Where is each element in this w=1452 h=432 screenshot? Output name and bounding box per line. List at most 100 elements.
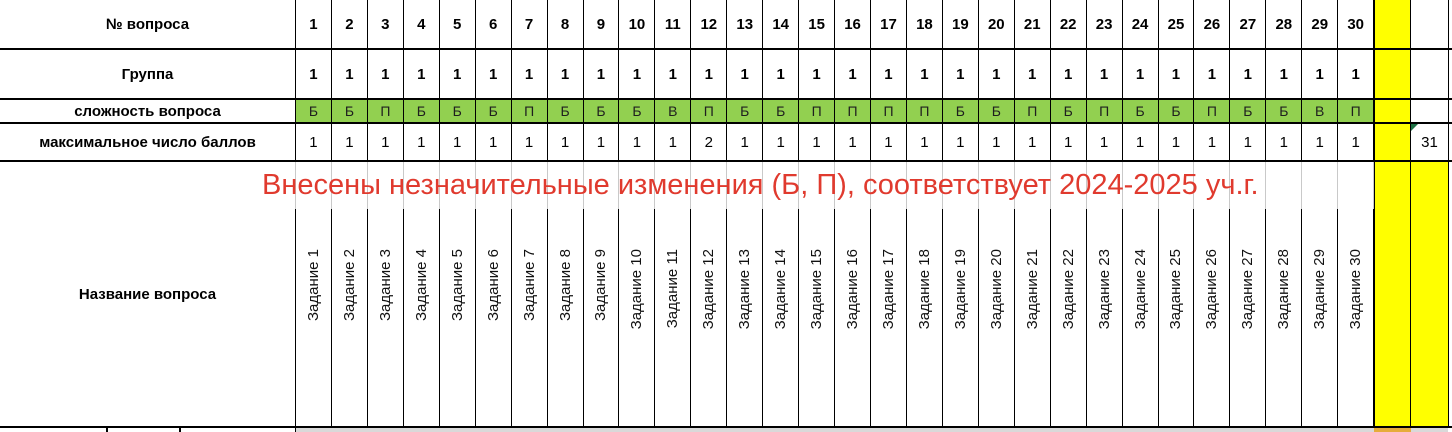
max-points-cell[interactable]: 1 xyxy=(835,124,871,160)
question-name-cell[interactable]: Задание 25 xyxy=(1159,209,1195,426)
difficulty-cell[interactable]: П xyxy=(906,100,943,122)
max-points-cell[interactable]: 1 xyxy=(1123,124,1159,160)
max-points-cell[interactable]: 2 xyxy=(691,124,728,160)
difficulty-cell[interactable]: Б xyxy=(475,100,512,122)
empty-grid-cell[interactable] xyxy=(763,162,800,209)
yellow-highlight-cell[interactable] xyxy=(1374,209,1411,426)
empty-grid-cell[interactable] xyxy=(1266,162,1303,209)
total-column-cell[interactable] xyxy=(1411,50,1449,98)
question-number-cell[interactable]: 25 xyxy=(1159,0,1195,48)
group-cell[interactable]: 1 xyxy=(799,50,836,98)
question-name-cell[interactable]: Задание 18 xyxy=(907,209,943,426)
group-cell[interactable]: 1 xyxy=(1159,50,1195,98)
group-cell[interactable]: 1 xyxy=(548,50,584,98)
question-name-cell[interactable]: Задание 11 xyxy=(655,209,692,426)
question-number-cell[interactable]: 29 xyxy=(1302,0,1339,48)
empty-grid-cell[interactable] xyxy=(979,162,1015,209)
max-points-cell[interactable]: 1 xyxy=(548,124,584,160)
question-number-cell[interactable]: 18 xyxy=(907,0,943,48)
max-points-cell[interactable]: 1 xyxy=(763,124,800,160)
question-name-cell[interactable]: Задание 13 xyxy=(727,209,764,426)
max-points-cell[interactable]: 1 xyxy=(404,124,440,160)
group-cell[interactable]: 1 xyxy=(476,50,512,98)
difficulty-cell[interactable]: П xyxy=(1014,100,1051,122)
difficulty-cell[interactable]: П xyxy=(691,100,728,122)
difficulty-row-label[interactable]: сложность вопроса xyxy=(0,100,296,122)
max-points-cell[interactable]: 1 xyxy=(1230,124,1267,160)
empty-grid-cell[interactable] xyxy=(404,162,440,209)
max-points-cell[interactable]: 1 xyxy=(943,124,979,160)
question-name-cell[interactable]: Задание 8 xyxy=(548,209,584,426)
max-points-cell[interactable]: 1 xyxy=(332,124,368,160)
question-number-cell[interactable]: 14 xyxy=(763,0,800,48)
question-number-row-label[interactable]: № вопроса xyxy=(0,0,296,48)
question-name-cell[interactable]: Задание 21 xyxy=(1015,209,1051,426)
note-row-label-cell[interactable] xyxy=(0,162,296,209)
group-cell[interactable]: 1 xyxy=(368,50,404,98)
yellow-highlight-cell[interactable] xyxy=(1374,162,1411,209)
max-points-cell[interactable]: 1 xyxy=(655,124,692,160)
max-points-cell[interactable]: 1 xyxy=(1302,124,1339,160)
empty-grid-cell[interactable] xyxy=(1123,162,1159,209)
question-number-cell[interactable]: 20 xyxy=(979,0,1015,48)
group-cell[interactable]: 1 xyxy=(655,50,692,98)
question-name-cell[interactable]: Задание 28 xyxy=(1266,209,1303,426)
empty-grid-cell[interactable] xyxy=(584,162,620,209)
yellow-highlight-cell[interactable] xyxy=(1374,124,1411,160)
question-number-cell[interactable]: 4 xyxy=(404,0,440,48)
group-cell[interactable]: 1 xyxy=(691,50,728,98)
question-name-row-label[interactable]: Название вопроса xyxy=(0,209,296,426)
question-number-cell[interactable]: 16 xyxy=(835,0,871,48)
question-number-cell[interactable]: 7 xyxy=(512,0,548,48)
empty-grid-cell[interactable] xyxy=(1338,162,1375,209)
question-name-cell[interactable]: Задание 27 xyxy=(1230,209,1267,426)
question-name-cell[interactable]: Задание 3 xyxy=(368,209,404,426)
question-number-cell[interactable]: 6 xyxy=(476,0,512,48)
empty-grid-cell[interactable] xyxy=(835,162,871,209)
max-points-cell[interactable]: 1 xyxy=(619,124,656,160)
empty-grid-cell[interactable] xyxy=(296,162,332,209)
difficulty-cell[interactable]: Б xyxy=(1230,100,1267,122)
empty-grid-cell[interactable] xyxy=(799,162,836,209)
max-points-cell[interactable]: 1 xyxy=(727,124,764,160)
group-cell[interactable]: 1 xyxy=(1230,50,1267,98)
group-cell[interactable]: 1 xyxy=(979,50,1015,98)
group-cell[interactable]: 1 xyxy=(1087,50,1123,98)
total-points-cell[interactable]: 31 xyxy=(1411,124,1449,160)
max-points-cell[interactable]: 1 xyxy=(799,124,836,160)
group-cell[interactable]: 1 xyxy=(1194,50,1231,98)
max-points-cell[interactable]: 1 xyxy=(476,124,512,160)
question-name-cell[interactable]: Задание 30 xyxy=(1338,209,1375,426)
empty-grid-cell[interactable] xyxy=(332,162,368,209)
question-name-cell[interactable]: Задание 26 xyxy=(1194,209,1231,426)
group-cell[interactable]: 1 xyxy=(1015,50,1051,98)
difficulty-cell[interactable]: В xyxy=(1302,100,1339,122)
question-number-cell[interactable]: 21 xyxy=(1015,0,1051,48)
max-points-cell[interactable]: 1 xyxy=(368,124,404,160)
question-name-cell[interactable]: Задание 22 xyxy=(1051,209,1087,426)
question-number-cell[interactable]: 9 xyxy=(584,0,620,48)
question-number-cell[interactable]: 13 xyxy=(727,0,764,48)
empty-grid-cell[interactable] xyxy=(619,162,656,209)
total-column-cell[interactable] xyxy=(1411,0,1449,48)
group-cell[interactable]: 1 xyxy=(835,50,871,98)
question-name-cell[interactable]: Задание 20 xyxy=(979,209,1015,426)
group-cell[interactable]: 1 xyxy=(871,50,907,98)
empty-grid-cell[interactable] xyxy=(548,162,584,209)
question-number-cell[interactable]: 26 xyxy=(1194,0,1231,48)
difficulty-cell[interactable]: П xyxy=(1194,100,1231,122)
difficulty-cell[interactable]: Б xyxy=(1158,100,1195,122)
total-column-cell[interactable] xyxy=(1411,100,1449,122)
max-points-cell[interactable]: 1 xyxy=(1087,124,1123,160)
question-name-cell[interactable]: Задание 4 xyxy=(404,209,440,426)
max-points-cell[interactable]: 1 xyxy=(512,124,548,160)
group-cell[interactable]: 1 xyxy=(1123,50,1159,98)
group-cell[interactable]: 1 xyxy=(943,50,979,98)
empty-grid-cell[interactable] xyxy=(871,162,907,209)
difficulty-cell[interactable]: П xyxy=(1086,100,1123,122)
difficulty-cell[interactable]: Б xyxy=(403,100,440,122)
question-number-cell[interactable]: 1 xyxy=(296,0,332,48)
empty-grid-cell[interactable] xyxy=(943,162,979,209)
question-number-cell[interactable]: 3 xyxy=(368,0,404,48)
group-cell[interactable]: 1 xyxy=(1051,50,1087,98)
